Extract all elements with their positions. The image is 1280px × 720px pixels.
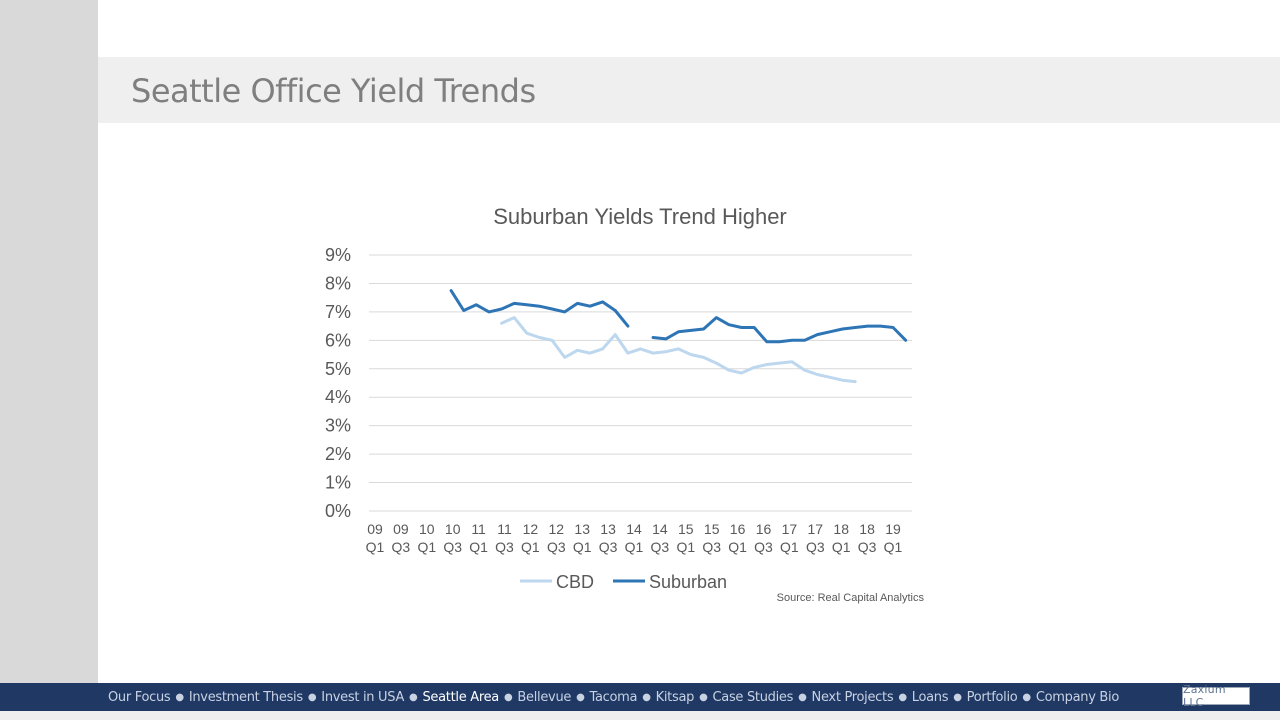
left-strip bbox=[0, 0, 98, 720]
x-tick-quarter: Q1 bbox=[676, 539, 695, 555]
x-tick-quarter: Q3 bbox=[806, 539, 825, 555]
x-tick-year: 13 bbox=[574, 521, 590, 537]
x-tick-year: 11 bbox=[471, 521, 486, 537]
legend-label-suburban: Suburban bbox=[649, 572, 727, 592]
logo-text: Zaxium LLC bbox=[1183, 683, 1226, 709]
nav-item-seattle-area[interactable]: Seattle Area bbox=[422, 689, 499, 705]
x-tick-year: 13 bbox=[600, 521, 616, 537]
nav-item-bellevue[interactable]: Bellevue bbox=[517, 689, 572, 705]
nav-separator: ● bbox=[898, 691, 907, 703]
nav-separator: ● bbox=[503, 691, 513, 703]
y-tick-label: 9% bbox=[325, 245, 351, 265]
x-tick-year: 09 bbox=[393, 521, 409, 537]
x-tick-year: 18 bbox=[859, 521, 875, 537]
nav-item-invest-in-usa[interactable]: Invest in USA bbox=[321, 689, 405, 705]
x-tick-quarter: Q1 bbox=[780, 539, 799, 555]
nav-separator: ● bbox=[409, 691, 418, 703]
x-tick-quarter: Q1 bbox=[573, 539, 592, 555]
title-band bbox=[98, 57, 1280, 123]
y-tick-label: 2% bbox=[325, 444, 351, 464]
x-tick-quarter: Q3 bbox=[443, 539, 462, 555]
nav-separator: ● bbox=[307, 691, 317, 703]
chart-source: Source: Real Capital Analytics bbox=[777, 592, 925, 604]
x-tick-quarter: Q3 bbox=[547, 539, 566, 555]
series-line-suburban bbox=[651, 316, 908, 344]
company-logo: Zaxium LLC bbox=[1182, 683, 1250, 709]
series-line-suburban bbox=[449, 289, 630, 328]
nav-items: Our Focus ● Investment Thesis ● Invest in US… bbox=[108, 683, 1119, 711]
y-tick-label: 1% bbox=[325, 473, 351, 493]
x-tick-quarter: Q3 bbox=[495, 539, 514, 555]
yield-chart: Suburban Yields Trend Higher 0% 1% 2% 3% 4% 5%… bbox=[325, 204, 925, 604]
x-tick-quarter: Q1 bbox=[521, 539, 540, 555]
legend-label-cbd: CBD bbox=[556, 572, 594, 592]
chart-title: Suburban Yields Trend Higher bbox=[493, 204, 787, 229]
y-tick-label: 6% bbox=[325, 330, 351, 350]
x-tick-year: 15 bbox=[678, 521, 694, 537]
x-tick-quarter: Q1 bbox=[366, 539, 385, 555]
nav-separator: ● bbox=[699, 691, 708, 703]
x-tick-quarter: Q3 bbox=[599, 539, 618, 555]
y-tick-label: 7% bbox=[325, 302, 351, 322]
nav-separator: ● bbox=[576, 691, 585, 703]
x-tick-quarter: Q3 bbox=[754, 539, 773, 555]
nav-item-portfolio[interactable]: Portfolio bbox=[966, 689, 1018, 705]
x-tick-year: 17 bbox=[808, 521, 824, 537]
x-tick-year: 10 bbox=[419, 521, 435, 537]
nav-bar: Our Focus ● Investment Thesis ● Invest in US… bbox=[0, 683, 1280, 711]
nav-item-tacoma[interactable]: Tacoma bbox=[589, 689, 638, 705]
nav-separator: ● bbox=[1022, 691, 1031, 703]
nav-item-next-projects[interactable]: Next Projects bbox=[811, 689, 894, 705]
x-tick-quarter: Q1 bbox=[728, 539, 747, 555]
x-tick-year: 14 bbox=[626, 521, 642, 537]
nav-separator: ● bbox=[642, 691, 651, 703]
x-tick-year: 12 bbox=[549, 521, 565, 537]
y-tick-label: 4% bbox=[325, 387, 351, 407]
x-tick-year: 19 bbox=[885, 521, 901, 537]
x-tick-year: 10 bbox=[445, 521, 461, 537]
x-tick-quarter: Q1 bbox=[417, 539, 436, 555]
x-tick-year: 16 bbox=[756, 521, 772, 537]
x-tick-quarter: Q1 bbox=[832, 539, 851, 555]
bottom-strip bbox=[0, 711, 1280, 720]
nav-item-company-bio[interactable]: Company Bio bbox=[1035, 689, 1120, 705]
x-tick-quarter: Q3 bbox=[858, 539, 877, 555]
x-tick-year: 11 bbox=[497, 521, 512, 537]
x-tick-quarter: Q3 bbox=[392, 539, 411, 555]
x-tick-year: 18 bbox=[833, 521, 849, 537]
nav-item-our-focus[interactable]: Our Focus bbox=[108, 689, 171, 705]
x-tick-year: 09 bbox=[367, 521, 383, 537]
y-tick-label: 3% bbox=[325, 416, 351, 436]
nav-separator: ● bbox=[953, 691, 962, 703]
x-tick-quarter: Q3 bbox=[702, 539, 721, 555]
y-tick-label: 0% bbox=[325, 501, 351, 521]
x-tick-quarter: Q1 bbox=[469, 539, 488, 555]
nav-item-case-studies[interactable]: Case Studies bbox=[712, 689, 794, 705]
x-tick-quarter: Q1 bbox=[884, 539, 903, 555]
x-tick-year: 17 bbox=[782, 521, 798, 537]
x-tick-year: 15 bbox=[704, 521, 720, 537]
nav-item-kitsap[interactable]: Kitsap bbox=[655, 689, 695, 705]
x-tick-year: 16 bbox=[730, 521, 746, 537]
nav-separator: ● bbox=[175, 691, 184, 703]
x-tick-year: 14 bbox=[652, 521, 668, 537]
y-tick-label: 5% bbox=[325, 359, 351, 379]
y-tick-label: 8% bbox=[325, 273, 351, 293]
page-title: Seattle Office Yield Trends bbox=[131, 72, 536, 110]
series-line-cbd bbox=[500, 316, 857, 384]
nav-separator: ● bbox=[798, 691, 807, 703]
x-tick-quarter: Q1 bbox=[625, 539, 644, 555]
nav-item-investment-thesis[interactable]: Investment Thesis bbox=[188, 689, 303, 705]
x-tick-year: 12 bbox=[523, 521, 539, 537]
nav-item-loans[interactable]: Loans bbox=[911, 689, 949, 705]
x-tick-quarter: Q3 bbox=[651, 539, 670, 555]
